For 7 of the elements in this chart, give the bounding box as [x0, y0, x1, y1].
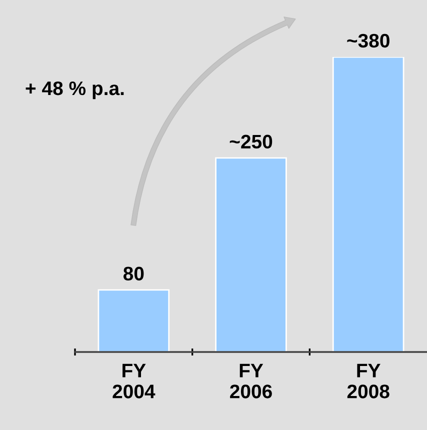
data-label: 80 [123, 266, 144, 280]
data-label: ~380 [347, 34, 390, 48]
x-tick-label: FY 2004 [112, 364, 156, 398]
data-label: ~250 [230, 134, 272, 149]
x-tick-label: FY 2008 [347, 364, 390, 398]
x-tick-label: FY 2006 [230, 364, 272, 398]
annotation: + 48 % p.a. [26, 81, 124, 100]
